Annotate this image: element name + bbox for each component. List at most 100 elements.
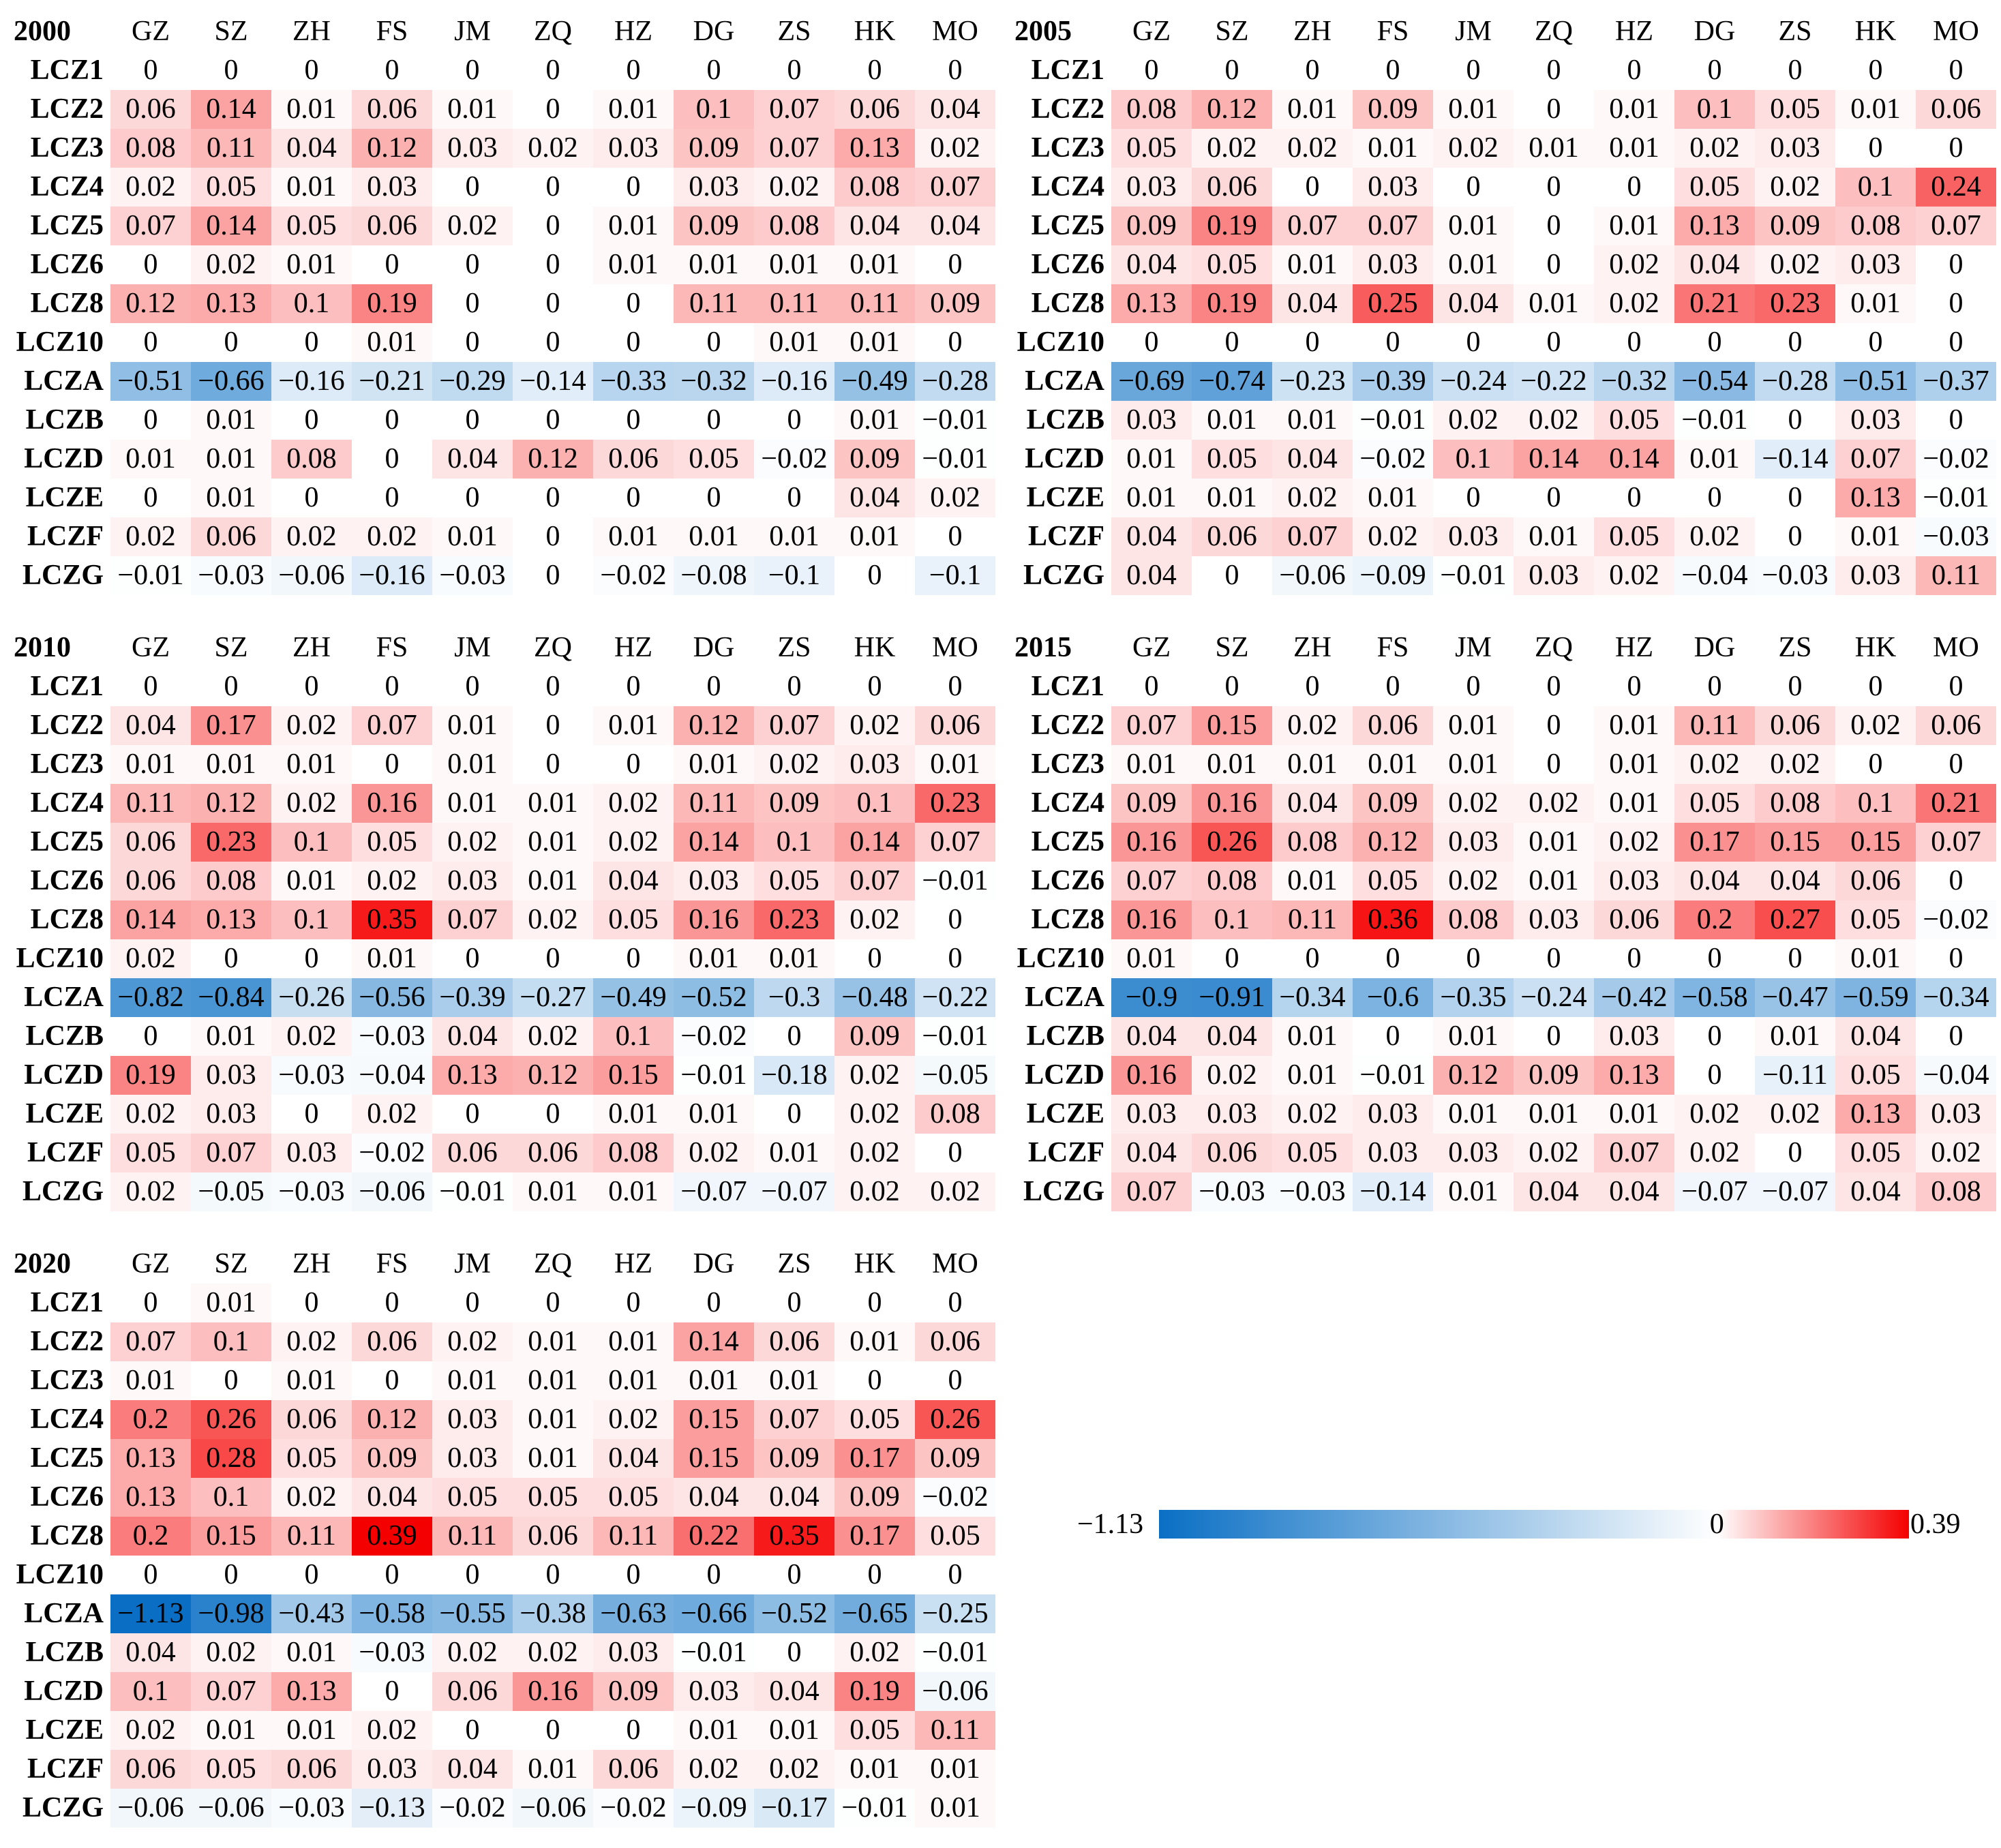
heatmap-cell: 0 — [1514, 939, 1594, 978]
heatmap-cell: 0.01 — [593, 706, 674, 745]
heatmap-cell: 0.04 — [593, 862, 674, 900]
heatmap-cell: 0 — [674, 667, 754, 706]
heatmap-cell: −0.03 — [432, 556, 513, 595]
heatmap-cell: 0.02 — [915, 479, 995, 517]
heatmap-cell: 0 — [1674, 939, 1755, 978]
heatmap-cell: 0.06 — [110, 90, 191, 129]
heatmap-cell: 0.04 — [1111, 556, 1192, 595]
heatmap-cell: −0.06 — [513, 1789, 593, 1828]
heatmap-cell: −0.02 — [352, 1134, 432, 1172]
heatmap-cell: 0.03 — [271, 1134, 352, 1172]
heatmap-cell: 0 — [1755, 401, 1835, 440]
column-header: DG — [693, 632, 735, 663]
heatmap-cell: 0.09 — [1111, 784, 1192, 823]
heatmap-cell: 0.08 — [271, 440, 352, 479]
heatmap-cell: 0.09 — [834, 1017, 915, 1056]
heatmap-cell: 0.01 — [1835, 939, 1916, 978]
heatmap-cell: 0.02 — [1433, 862, 1514, 900]
heatmap-cell: 0 — [1755, 517, 1835, 556]
heatmap-cell: 0 — [593, 745, 674, 784]
heatmap-cell: 0.01 — [1111, 440, 1192, 479]
heatmap-cell: 0 — [513, 323, 593, 362]
heatmap-cell: 0.02 — [1353, 517, 1433, 556]
heatmap-cell: 0.13 — [1835, 1095, 1916, 1134]
heatmap-cell: −0.01 — [915, 401, 995, 440]
heatmap-cell: 0 — [754, 1017, 834, 1056]
row-label: LCZ3 — [30, 132, 104, 164]
heatmap-cell: −0.66 — [674, 1594, 754, 1633]
row-label: LCZD — [24, 443, 104, 474]
heatmap-cell: −0.22 — [915, 978, 995, 1017]
heatmap-cell: 0 — [1674, 667, 1755, 706]
heatmap-cell: 0.05 — [191, 168, 271, 207]
heatmap-cell: 0.05 — [1674, 168, 1755, 207]
heatmap-cell: 0.02 — [915, 129, 995, 168]
heatmap-cell: 0 — [110, 1017, 191, 1056]
heatmap-cell: −0.03 — [271, 1056, 352, 1095]
column-header: ZH — [292, 632, 331, 663]
heatmap-cell: 0.15 — [593, 1056, 674, 1095]
heatmap-cell: 0.01 — [1353, 745, 1433, 784]
column-header: HZ — [1615, 632, 1653, 663]
heatmap-cell: 0.04 — [834, 207, 915, 245]
heatmap-cell: 0.01 — [1755, 1017, 1835, 1056]
heatmap-cell: 0.22 — [674, 1517, 754, 1556]
heatmap-grid: 2020 GZ SZ ZH FS JM ZQ HZ DG ZS HK MO LCZ1 0 0.01 0 0 0 0 0… — [8, 1245, 997, 1828]
row-label: LCZB — [25, 1020, 104, 1052]
heatmap-cell: 0.02 — [110, 939, 191, 978]
heatmap-cell: 0.02 — [1272, 1095, 1353, 1134]
heatmap-cell: 0.02 — [1594, 556, 1674, 595]
heatmap-cell: 0 — [1514, 479, 1594, 517]
heatmap-cell: 0.07 — [432, 900, 513, 939]
heatmap-cell: 0.03 — [1433, 517, 1514, 556]
heatmap-cell: 0.01 — [754, 939, 834, 978]
row-label: LCZ6 — [1031, 865, 1104, 896]
heatmap-cell: 0.01 — [1835, 90, 1916, 129]
heatmap-cell: 0.13 — [271, 1672, 352, 1711]
heatmap-cell: 0.11 — [1916, 556, 1996, 595]
heatmap-cell: 0 — [593, 667, 674, 706]
row-label: LCZ10 — [16, 943, 104, 974]
heatmap-cell: 0.03 — [1514, 556, 1594, 595]
heatmap-cell: 0.01 — [1835, 284, 1916, 323]
heatmap-cell: 0 — [1272, 939, 1353, 978]
heatmap-cell: 0.01 — [593, 1322, 674, 1361]
row-label: LCZ3 — [1031, 748, 1104, 780]
row-label: LCZA — [24, 982, 104, 1013]
heatmap-cell: 0 — [915, 1361, 995, 1400]
heatmap-cell: 0 — [1755, 939, 1835, 978]
heatmap-cell: 0.02 — [1916, 1134, 1996, 1172]
heatmap-cell: 0.05 — [271, 1439, 352, 1478]
heatmap-cell: 0.09 — [674, 129, 754, 168]
heatmap-cell: 0.02 — [834, 706, 915, 745]
heatmap-cell: 0.01 — [110, 440, 191, 479]
heatmap-cell: 0.03 — [1111, 401, 1192, 440]
heatmap-cell: 0 — [513, 1095, 593, 1134]
heatmap-cell: −0.11 — [1755, 1056, 1835, 1095]
row-label: LCZ8 — [1031, 904, 1104, 935]
heatmap-cell: 0.05 — [271, 207, 352, 245]
panel-year-label: 2020 — [14, 1248, 71, 1279]
heatmap-cell: 0.01 — [513, 823, 593, 862]
heatmap-cell: −0.58 — [1674, 978, 1755, 1017]
row-label: LCZA — [1025, 365, 1104, 397]
heatmap-cell: 0 — [1514, 667, 1594, 706]
heatmap-cell: 0.03 — [1433, 1134, 1514, 1172]
heatmap-cell: 0 — [1272, 168, 1353, 207]
heatmap-cell: 0.04 — [1111, 245, 1192, 284]
row-label: LCZB — [25, 404, 104, 436]
heatmap-cell: −0.16 — [352, 556, 432, 595]
heatmap-cell: 0.07 — [191, 1134, 271, 1172]
heatmap-cell: −0.05 — [915, 1056, 995, 1095]
column-header: ZS — [1778, 16, 1812, 47]
heatmap-cell: 0.01 — [674, 1711, 754, 1750]
heatmap-cell: 0 — [754, 479, 834, 517]
heatmap-cell: 0.02 — [834, 1056, 915, 1095]
heatmap-cell: 0.07 — [191, 1672, 271, 1711]
heatmap-cell: 0.12 — [352, 129, 432, 168]
heatmap-cell: 0.01 — [915, 745, 995, 784]
heatmap-cell: 0.01 — [513, 1439, 593, 1478]
heatmap-cell: 0.07 — [754, 129, 834, 168]
heatmap-cell: 0.01 — [1433, 245, 1514, 284]
heatmap-cell: 0.13 — [191, 284, 271, 323]
